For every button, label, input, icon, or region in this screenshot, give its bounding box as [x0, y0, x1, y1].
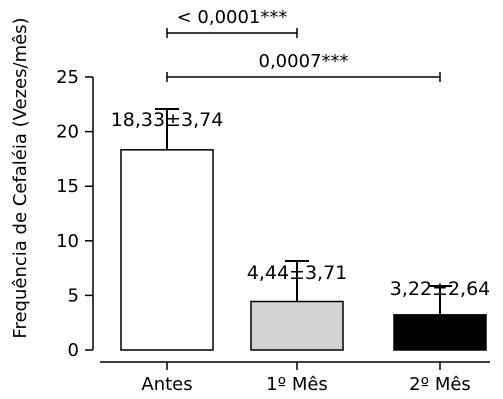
data-label: 4,44±3,71	[247, 262, 348, 284]
error-bars	[155, 107, 452, 315]
y-tick-label: 15	[56, 176, 79, 197]
bar	[250, 300, 344, 351]
y-axis: 0 5 10 15 20 25	[56, 67, 94, 361]
data-label: 18,33±3,74	[111, 109, 224, 131]
bar	[393, 314, 487, 351]
significance-annotations: < 0,0001*** 0,0007***	[166, 7, 441, 82]
x-axis: Antes 1º Mês 2º Mês	[100, 361, 490, 395]
x-tick-label: 1º Mês	[266, 374, 328, 395]
y-tick-label: 0	[68, 340, 79, 361]
y-tick-label: 20	[56, 122, 79, 143]
bar	[120, 149, 214, 351]
y-tick-label: 25	[56, 67, 79, 88]
y-tick-label: 10	[56, 231, 79, 252]
value-labels: 18,33±3,74 4,44±3,71 3,22±2,64	[111, 109, 491, 300]
significance-label: < 0,0001***	[177, 7, 288, 28]
y-tick-label: 5	[68, 285, 79, 306]
significance-label: 0,0007***	[259, 51, 349, 72]
y-axis-label: Frequência de Cefaléia (Vezes/mês)	[10, 17, 31, 338]
bars	[120, 149, 487, 351]
data-label: 3,22±2,64	[390, 278, 491, 300]
x-tick-label: 2º Mês	[409, 374, 471, 395]
x-tick-label: Antes	[141, 374, 192, 395]
